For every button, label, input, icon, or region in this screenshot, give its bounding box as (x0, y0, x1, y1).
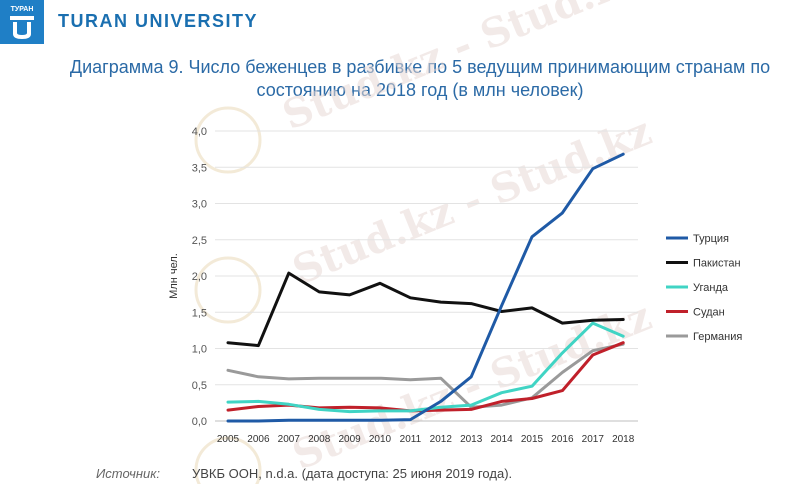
y-tick-label: 1,5 (192, 307, 207, 319)
x-tick-label: 2008 (308, 434, 331, 445)
x-tick-label: 2013 (460, 434, 483, 445)
series-line-Пакистан (226, 271, 625, 348)
chart-title-line-2: состоянию на 2018 год (в млн человек) (256, 80, 584, 100)
chart-title: Диаграмма 9. Число беженцев в разбивке п… (40, 56, 800, 102)
watermark-text-2: Stud.kz - Stud.kz (286, 108, 658, 295)
legend-label: Турция (693, 233, 729, 245)
legend: Турция Пакистан Уганда Судан Германия (666, 233, 742, 343)
y-tick-label: 1,0 (192, 344, 207, 356)
source-text: УВКБ ООН, n.d.a. (дата доступа: 25 июня … (192, 466, 513, 481)
x-tick-label: 2005 (217, 434, 240, 445)
x-tick-label: 2011 (400, 434, 422, 445)
y-tick-label: 2,0 (192, 271, 207, 283)
series-group (226, 152, 625, 423)
x-tick-label: 2017 (582, 434, 605, 445)
y-tick-label: 3,5 (192, 162, 207, 174)
y-tick-label: 0,5 (192, 380, 207, 392)
university-logo: ТУРАН (0, 0, 44, 44)
watermark-text-1: Stud.kz - Stud.kz (276, 0, 648, 139)
chart-title-line-1: Диаграмма 9. Число беженцев в разбивке п… (69, 57, 771, 77)
x-tick-label: 2016 (551, 434, 574, 445)
legend-label: Судан (693, 307, 725, 319)
source-note: Источник: УВКБ ООН, n.d.a. (дата доступа:… (96, 466, 512, 481)
x-tick-label: 2010 (369, 434, 392, 445)
y-tick-label: 0,0 (192, 416, 207, 428)
x-tick-label: 2018 (612, 434, 635, 445)
x-tick-label: 2006 (247, 434, 270, 445)
y-tick-label: 4,0 (192, 126, 207, 138)
series-line-Турция (226, 152, 625, 423)
university-name: TURAN UNIVERSITY (58, 11, 259, 31)
x-tick-label: 2009 (338, 434, 361, 445)
y-tick-label: 2,5 (192, 235, 207, 247)
x-tick-label: 2014 (490, 434, 513, 445)
x-tick-label: 2015 (521, 434, 544, 445)
series-line-Германия (226, 342, 625, 409)
logo-small-text: ТУРАН (11, 6, 34, 13)
y-tick-label: 3,0 (192, 199, 207, 211)
source-label: Источник: (96, 466, 160, 481)
watermark-emblem-icon (194, 106, 262, 484)
axes: 0,0 0,5 1,0 1,5 2,0 2,5 3,0 3,5 4,0 2005 2006 2007 2… (168, 126, 635, 445)
legend-label: Германия (693, 331, 742, 343)
logo-emblem-icon: ТУРАН (10, 6, 34, 39)
legend-label: Уганда (693, 282, 729, 294)
legend-label: Пакистан (693, 258, 741, 270)
x-tick-label: 2012 (430, 434, 453, 445)
y-axis-label: Млн чел. (168, 253, 180, 299)
x-tick-label: 2007 (278, 434, 301, 445)
